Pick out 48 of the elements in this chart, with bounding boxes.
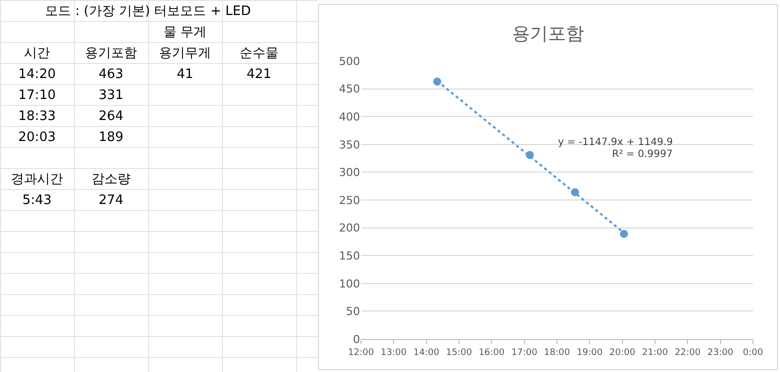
x-tick-label: 16:00 xyxy=(478,348,505,358)
text: 경과시간 xyxy=(10,171,64,189)
y-tick-label: 400 xyxy=(339,110,360,124)
x-tick-label: 19:00 xyxy=(576,348,603,358)
text: 189 xyxy=(98,129,124,147)
x-tick-label: 12:00 xyxy=(348,348,374,358)
y-tick-label: 250 xyxy=(339,194,360,207)
y-tick-label: 350 xyxy=(339,138,360,152)
annotation: y = -1147.9x + 1149.9 xyxy=(558,137,673,148)
x-tick-label: 0:00 xyxy=(742,348,764,358)
text: 용기무게 xyxy=(158,45,212,63)
text: 용기포함 xyxy=(84,45,138,63)
text: 463 xyxy=(98,66,124,84)
text: 264 xyxy=(98,108,124,126)
text: 331 xyxy=(98,87,124,105)
text: 421 xyxy=(246,66,272,84)
x-tick-label: 18:00 xyxy=(544,348,570,358)
text: 18:33 xyxy=(17,108,57,126)
y-tick-label: 50 xyxy=(346,305,360,318)
text: 감소량 xyxy=(90,171,132,189)
text: 17:10 xyxy=(17,87,57,105)
x-tick-label: 23:00 xyxy=(707,348,734,358)
text: 20:03 xyxy=(17,129,57,147)
y-tick-label: 300 xyxy=(339,166,360,180)
y-tick-label: 450 xyxy=(339,82,360,96)
y-tick-label: 0 xyxy=(353,332,360,346)
text: 41 xyxy=(176,66,194,84)
x-tick-label: 17:00 xyxy=(511,348,538,358)
y-tick-label: 150 xyxy=(339,249,360,262)
annotation: R² = 0.9997 xyxy=(612,149,673,160)
x-tick-label: 21:00 xyxy=(642,348,668,358)
y-tick-label: 500 xyxy=(339,54,360,68)
x-tick-label: 13:00 xyxy=(380,348,407,358)
y-tick-label: 100 xyxy=(339,277,360,290)
text: 14:20 xyxy=(17,66,57,84)
x-tick-label: 15:00 xyxy=(446,348,472,358)
text: 274 xyxy=(98,192,124,210)
chart-title: 용기포함 xyxy=(512,23,584,44)
text: 물 무게 xyxy=(162,24,208,42)
text: 모드 : (가장 기본) 터보모드 + LED xyxy=(44,3,252,21)
point xyxy=(620,230,628,238)
text: 5:43 xyxy=(21,192,53,210)
text: 순수물 xyxy=(238,45,280,63)
x-tick-label: 14:00 xyxy=(413,348,440,358)
y-tick-label: 200 xyxy=(339,222,360,235)
text: 시간 xyxy=(23,45,51,63)
x-tick-label: 22:00 xyxy=(674,348,701,358)
x-tick-label: 20:00 xyxy=(609,348,636,358)
